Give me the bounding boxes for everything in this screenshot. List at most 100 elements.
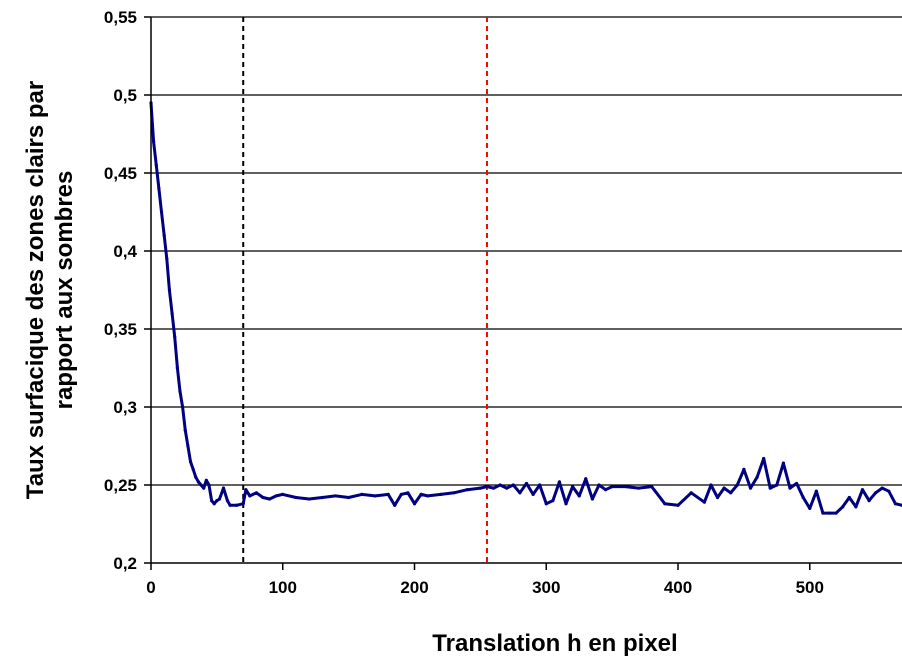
data-point: [170, 311, 174, 315]
data-point: [709, 483, 713, 487]
data-point: [196, 480, 201, 484]
data-point: [650, 484, 654, 489]
x-tick-label: 500: [796, 578, 824, 597]
data-point: [841, 505, 845, 509]
data-point: [178, 389, 182, 393]
data-point: [157, 187, 161, 191]
y-tick-label: 0,3: [113, 398, 137, 417]
data-point: [228, 503, 232, 507]
data-point: [880, 486, 884, 490]
data-point: [465, 488, 469, 492]
data-point: [715, 495, 720, 500]
data-point: [217, 497, 222, 501]
x-tick-label: 300: [532, 578, 560, 597]
data-point: [426, 494, 430, 498]
x-tick-label: 0: [146, 578, 155, 597]
data-point: [360, 492, 364, 496]
data-point: [571, 484, 575, 489]
data-point: [729, 491, 733, 495]
data-point: [162, 233, 166, 237]
data-point: [755, 475, 759, 479]
data-point: [584, 477, 588, 481]
y-tick-label: 0,55: [104, 8, 137, 27]
reference-lines: [242, 17, 488, 563]
data-point: [821, 511, 825, 515]
data-point: [808, 506, 812, 510]
data-point: [199, 483, 203, 487]
y-tick-label: 0,5: [113, 86, 137, 105]
y-tick-label: 0,35: [104, 320, 137, 339]
data-point: [406, 491, 410, 495]
data-point: [768, 486, 772, 490]
data-point: [221, 486, 226, 490]
data-point: [577, 494, 581, 498]
data-point: [215, 499, 219, 503]
data-point: [564, 502, 568, 506]
data-point: [597, 483, 601, 487]
data-point: [194, 475, 198, 479]
data-point: [183, 428, 187, 432]
data-point: [210, 499, 214, 503]
data-point: [742, 467, 746, 471]
y-axis-title-line-2: rapport aux sombres: [51, 171, 78, 410]
data-point: [491, 486, 496, 490]
data-point: [557, 480, 562, 484]
data-point: [498, 483, 502, 487]
data-point: [307, 497, 311, 501]
data-point: [505, 486, 509, 490]
data-point: [204, 478, 208, 482]
x-tick-label: 100: [269, 578, 297, 597]
data-point: [689, 491, 693, 495]
data-point: [254, 491, 259, 495]
data-point: [623, 484, 627, 489]
data-point: [248, 494, 252, 498]
data-point: [544, 502, 548, 506]
data-point: [887, 489, 891, 493]
y-tick-label: 0,4: [113, 242, 137, 261]
data-point: [860, 488, 865, 492]
data-point: [235, 503, 239, 507]
data-point: [191, 467, 195, 471]
series-line: [149, 102, 902, 515]
data-point: [893, 502, 898, 506]
data-point: [834, 511, 838, 515]
data-point: [175, 366, 179, 370]
data-point: [538, 483, 542, 487]
data-point: [854, 505, 858, 509]
data-point: [762, 456, 766, 461]
data-point: [373, 494, 377, 498]
data-point: [225, 499, 230, 503]
data-point: [188, 460, 193, 464]
data-point: [419, 492, 423, 496]
data-point: [676, 503, 680, 507]
data-point: [775, 483, 779, 487]
data-point: [452, 491, 456, 495]
data-point: [485, 484, 489, 489]
data-point: [181, 405, 185, 409]
data-point: [347, 495, 351, 500]
data-point: [159, 210, 164, 214]
data-point: [801, 495, 805, 500]
data-point: [590, 497, 594, 501]
data-point: [439, 492, 443, 496]
data-point: [788, 486, 792, 490]
data-point: [814, 489, 818, 493]
data-point: [152, 140, 156, 144]
x-tick-label: 200: [400, 578, 428, 597]
data-point: [531, 492, 535, 496]
data-point: [636, 486, 641, 490]
data-point: [167, 288, 172, 292]
data-point: [173, 335, 177, 339]
data-point: [207, 483, 211, 487]
y-tick-label: 0,45: [104, 164, 137, 183]
data-point: [320, 495, 324, 500]
data-point: [261, 495, 265, 500]
data-point: [212, 502, 216, 506]
data-point: [274, 494, 278, 498]
data-point: [333, 494, 338, 498]
data-point: [267, 497, 272, 501]
data-point: [794, 481, 799, 486]
data-point: [874, 491, 878, 495]
data-point: [735, 483, 739, 487]
